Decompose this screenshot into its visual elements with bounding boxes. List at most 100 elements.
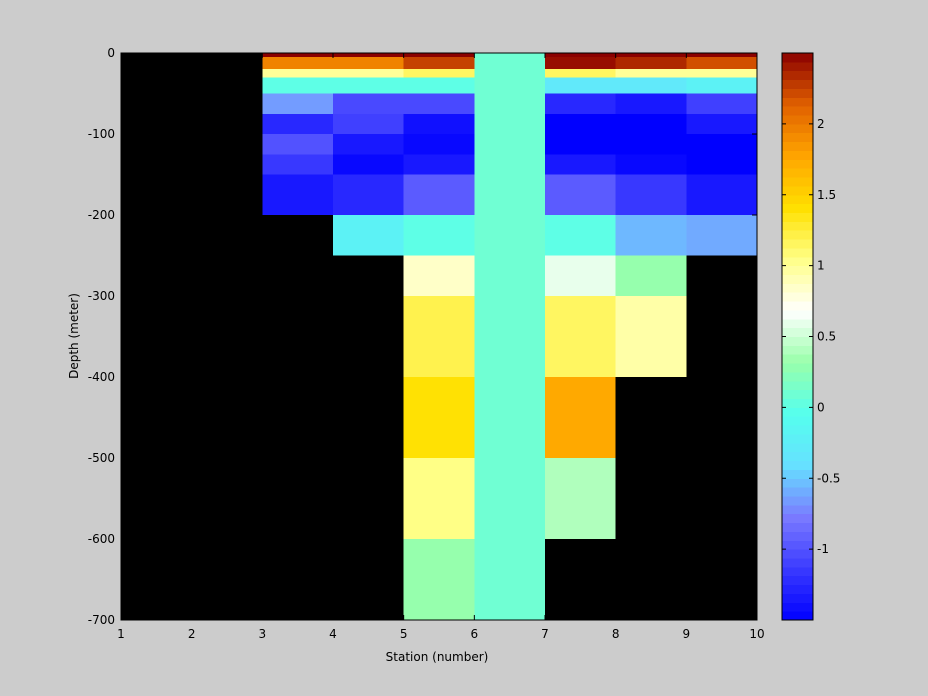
colorbar-band (782, 478, 813, 488)
heatmap-cell (545, 53, 616, 58)
colorbar-band (782, 407, 813, 417)
x-tick-label: 2 (188, 627, 196, 641)
colorbar-band (782, 451, 813, 462)
y-tick-label: -500 (88, 451, 115, 465)
heatmap-cell (545, 113, 616, 134)
colorbar-band (782, 416, 813, 426)
colorbar-band (782, 433, 813, 444)
heatmap-cell (545, 69, 616, 78)
heatmap-cell (545, 134, 616, 155)
colorbar-band (782, 150, 813, 160)
colorbar-band (782, 230, 813, 240)
plot-frame (120, 52, 758, 621)
y-tick-label: -600 (88, 532, 115, 546)
colorbar-band (782, 177, 813, 187)
heatmap-cell (333, 57, 404, 70)
y-tick-label: -400 (88, 370, 115, 384)
colorbar-band (782, 265, 813, 275)
heatmap-cell (615, 93, 687, 114)
heatmap-cell (333, 77, 404, 94)
colorbar-band (782, 97, 813, 107)
heatmap-cell (615, 296, 687, 377)
colorbar-band (782, 540, 813, 550)
colorbar-tick-label: 1 (817, 259, 825, 273)
colorbar-band (782, 292, 813, 302)
colorbar (782, 53, 813, 621)
colorbar-band (782, 389, 813, 400)
heatmap-cell (686, 113, 757, 134)
heatmap-cell (403, 69, 475, 78)
colorbar-band (782, 318, 813, 329)
heatmap-cell (615, 69, 687, 78)
x-tick-label: 9 (683, 627, 691, 641)
colorbar-band (782, 354, 813, 364)
heatmap-cell (686, 154, 757, 175)
colorbar-band (782, 487, 813, 497)
heatmap-cell (403, 174, 475, 215)
colorbar-band (782, 602, 813, 612)
y-axis-ticks: 0 -100 -200 -300 -400 -500 -600 -700 (88, 46, 757, 627)
y-axis-label: Depth (meter) (67, 293, 81, 379)
y-tick-label: -100 (88, 127, 115, 141)
colorbar-band (782, 185, 813, 196)
heatmap-cell (545, 255, 616, 296)
heatmap-cell (686, 57, 757, 70)
colorbar-band (782, 301, 813, 311)
heatmap-cell (262, 113, 333, 134)
colorbar-band (782, 584, 813, 594)
heatmap-cell (686, 69, 757, 78)
colorbar-band (782, 566, 813, 577)
heatmap-cell (686, 134, 757, 155)
colorbar-band (782, 398, 813, 408)
x-tick-label: 1 (117, 627, 125, 641)
colorbar-band (782, 442, 813, 453)
heatmap-cell (403, 255, 475, 296)
heatmap-cell (262, 93, 333, 114)
colorbar-band (782, 309, 813, 320)
colorbar-band (782, 363, 813, 373)
x-tick-label: 7 (541, 627, 549, 641)
colorbar-band (782, 221, 813, 231)
heatmap-cell (615, 57, 687, 70)
colorbar-band (782, 425, 813, 435)
y-tick-label: -200 (88, 208, 115, 222)
heatmap-cell (403, 458, 475, 539)
x-tick-label: 6 (471, 627, 479, 641)
colorbar-band (782, 460, 813, 470)
heatmap-cell (615, 255, 687, 296)
heatmap-cell (333, 134, 404, 155)
colorbar-band (782, 88, 813, 98)
colorbar-band (782, 611, 813, 621)
heatmap-cell (333, 154, 404, 175)
colorbar-band (782, 327, 813, 337)
colorbar-band (782, 239, 813, 249)
heatmap-cell (403, 57, 475, 70)
heatmap-cell (403, 539, 475, 620)
colorbar-band (782, 123, 813, 134)
heatmap-cell (474, 53, 545, 620)
heatmap-cell (262, 77, 333, 94)
colorbar-band (782, 504, 813, 515)
colorbar-band (782, 495, 813, 506)
colorbar-band (782, 469, 813, 479)
heatmap-cell (615, 113, 687, 134)
colorbar-band (782, 247, 813, 258)
heatmap-cell (333, 53, 404, 58)
heatmap-cell (333, 113, 404, 134)
colorbar-band (782, 212, 813, 222)
heatmap-cell (262, 134, 333, 155)
heatmap-cell (403, 113, 475, 134)
heatmap-cell (686, 93, 757, 114)
colorbar-band (782, 371, 813, 382)
colorbar-band (782, 593, 813, 603)
colorbar-band (782, 132, 813, 143)
heatmap-cell (615, 215, 687, 256)
heatmap-cell (262, 57, 333, 70)
x-tick-label: 10 (749, 627, 764, 641)
heatmap-cell (403, 296, 475, 377)
heatmap-cell (686, 77, 757, 94)
colorbar-band (782, 522, 813, 532)
heatmap-cell (333, 69, 404, 78)
colorbar-tick-label: 1.5 (817, 188, 836, 202)
y-tick-label: -700 (88, 613, 115, 627)
